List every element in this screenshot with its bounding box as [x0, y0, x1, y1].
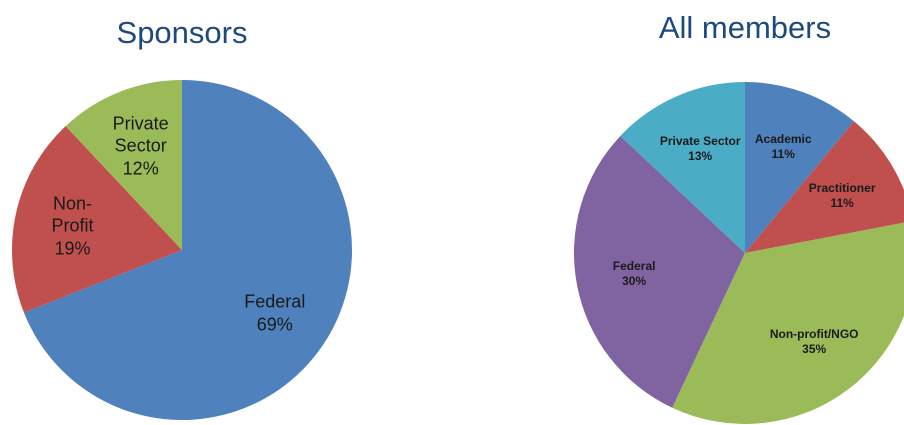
- slice-value: 11%: [771, 146, 795, 161]
- slice-label: Academic 11%: [731, 132, 835, 162]
- slice-value: 69%: [256, 314, 293, 335]
- slice-category: Academic: [754, 131, 812, 146]
- slice-label: Federal 30%: [582, 259, 686, 289]
- pie-slice: [12, 126, 182, 313]
- slice-label: Practitioner 11%: [790, 181, 894, 211]
- chart-title: Sponsors: [117, 15, 248, 50]
- pie-slice: [23, 80, 353, 420]
- pie-slice: [65, 80, 182, 250]
- slice-value: 13%: [688, 149, 713, 164]
- slice-label: Federal 69%: [239, 291, 311, 336]
- pie-slice: [574, 135, 745, 408]
- slice-category: Private Sector: [659, 134, 741, 149]
- slice-label: Private Sector 12%: [105, 112, 177, 180]
- slice-category: Federal: [244, 291, 306, 312]
- slice-value: 19%: [54, 237, 91, 258]
- slice-value: 35%: [802, 342, 827, 357]
- slice-category: Non-Profit: [51, 192, 94, 236]
- pie-slice: [745, 82, 854, 253]
- slice-label: Non-Profit 19%: [37, 192, 109, 260]
- slice-category: Federal: [612, 259, 656, 274]
- slice-value: 30%: [622, 274, 647, 289]
- chart-title: All members: [659, 10, 831, 45]
- slice-label: Private Sector 13%: [648, 134, 752, 164]
- pie-slice: [745, 121, 904, 253]
- pie-slice: [672, 222, 904, 424]
- slice-category: Practitioner: [808, 180, 876, 195]
- slice-value: 12%: [122, 157, 159, 178]
- pie-slice: [620, 82, 745, 253]
- slice-category: Non-profit/NGO: [769, 327, 859, 342]
- slice-label: Non-profit/NGO 35%: [762, 327, 866, 357]
- slice-value: 11%: [830, 195, 854, 210]
- slice-category: Private Sector: [112, 112, 169, 156]
